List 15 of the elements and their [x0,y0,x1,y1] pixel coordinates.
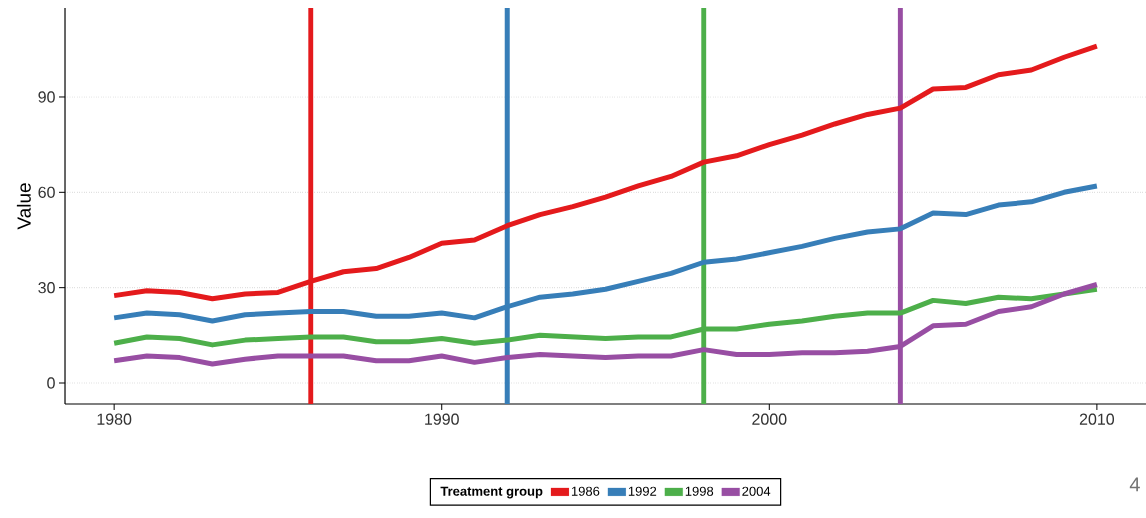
legend-label: 2004 [742,486,771,496]
legend-label: 1992 [628,486,657,496]
y-axis-title: Value [16,183,31,230]
y-tick-label: 0 [47,377,55,389]
legend-label: 1986 [571,486,600,496]
legend-title: Treatment group [440,486,543,499]
y-tick-label: 60 [38,186,55,198]
text: 4 [1129,477,1140,492]
y-tick-label: 90 [38,91,55,103]
legend-label: 1998 [685,486,714,496]
x-tick-label: 2010 [1079,413,1115,425]
y-tick-label: 30 [38,282,55,294]
x-tick-label: 1990 [425,413,459,425]
x-tick-label: 2000 [752,413,787,425]
x-tick-label: 1980 [97,413,132,425]
